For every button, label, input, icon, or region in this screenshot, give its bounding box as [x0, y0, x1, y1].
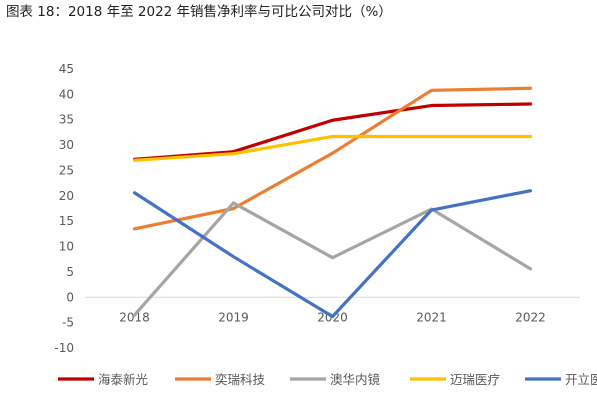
y-tick-label: 30: [59, 138, 74, 152]
y-tick-label: -5: [62, 316, 74, 330]
y-tick-label: 20: [59, 189, 74, 203]
series-group: [132, 86, 533, 319]
data-point: [232, 152, 235, 155]
data-point: [133, 159, 136, 162]
data-point: [331, 315, 334, 318]
legend-label: 澳华内镜: [330, 372, 381, 387]
data-point: [430, 89, 433, 92]
y-tick-label: 0: [66, 290, 74, 304]
data-point: [529, 189, 532, 192]
x-tick-label: 2018: [119, 310, 150, 324]
legend: 海泰新光 奕瑞科技 澳华内镜 迈瑞医疗 开立医疗: [58, 372, 597, 387]
x-tick-label: 2022: [515, 310, 546, 324]
legend-label: 奕瑞科技: [215, 372, 266, 387]
data-point: [331, 135, 334, 138]
y-tick-label: 40: [59, 87, 74, 101]
data-point: [133, 313, 136, 317]
series-line-1: [132, 102, 533, 161]
y-tick-label: 25: [59, 163, 74, 177]
data-point: [430, 135, 433, 138]
data-point: [232, 201, 235, 205]
y-tick-label: -10: [54, 341, 74, 355]
y-tick-label: 5: [66, 265, 74, 279]
data-point: [430, 104, 433, 107]
legend-label: 迈瑞医疗: [450, 372, 500, 387]
data-point: [331, 256, 334, 259]
x-tick-label: 2019: [218, 310, 249, 324]
y-tick-label: 10: [59, 240, 74, 254]
legend-label: 海泰新光: [98, 372, 148, 387]
x-tick-label: 2021: [416, 310, 447, 324]
data-point: [133, 191, 136, 194]
data-point: [232, 207, 235, 210]
data-point: [529, 87, 532, 90]
data-point: [529, 267, 532, 271]
data-point: [331, 119, 334, 122]
data-point: [133, 227, 136, 230]
data-point: [529, 135, 532, 138]
figure-title: 图表 18：2018 年至 2022 年销售净利率与可比公司对比（%）: [6, 4, 392, 20]
data-point: [232, 255, 235, 258]
series-line-4: [132, 134, 533, 162]
y-tick-label: 45: [59, 62, 74, 76]
data-point: [430, 208, 433, 212]
legend-label: 开立医疗: [565, 372, 597, 387]
data-point: [331, 152, 334, 155]
data-point: [529, 102, 532, 106]
series-line-2: [132, 86, 533, 231]
y-tick-label: 35: [59, 113, 74, 127]
y-axis: -10 -5 0 5 10 15 20 25 30 35 40 45: [54, 62, 74, 355]
series-line-3: [132, 201, 533, 317]
y-tick-label: 15: [59, 214, 74, 228]
